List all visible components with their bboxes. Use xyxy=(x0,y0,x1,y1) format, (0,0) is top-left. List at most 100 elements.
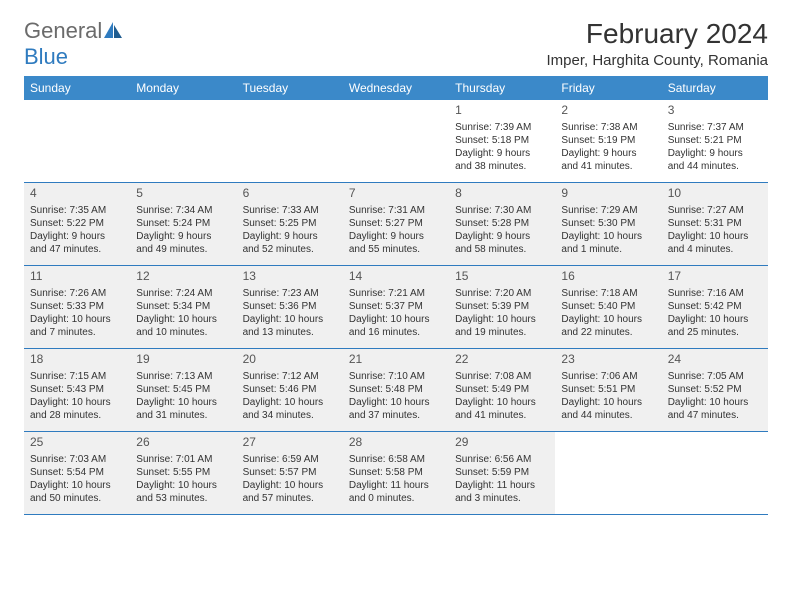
day-info-line: Sunset: 5:21 PM xyxy=(668,134,762,147)
day-info-line: Sunset: 5:45 PM xyxy=(136,383,230,396)
day-info-line: Daylight: 9 hours xyxy=(349,230,443,243)
day-number: 8 xyxy=(455,186,549,202)
day-info-line: Sunset: 5:30 PM xyxy=(561,217,655,230)
day-number: 27 xyxy=(243,435,337,451)
day-info-line: Daylight: 10 hours xyxy=(136,396,230,409)
day-header: Thursday xyxy=(449,76,555,100)
day-number: 2 xyxy=(561,103,655,119)
day-cell xyxy=(555,432,661,514)
day-number: 21 xyxy=(349,352,443,368)
day-info-line: and 44 minutes. xyxy=(668,160,762,173)
day-info-line: Sunrise: 7:27 AM xyxy=(668,204,762,217)
day-cell xyxy=(237,100,343,182)
logo-text: General Blue xyxy=(24,18,124,70)
day-info-line: Sunset: 5:49 PM xyxy=(455,383,549,396)
day-info-line: Sunrise: 7:38 AM xyxy=(561,121,655,134)
day-cell: 3Sunrise: 7:37 AMSunset: 5:21 PMDaylight… xyxy=(662,100,768,182)
day-number: 19 xyxy=(136,352,230,368)
day-info-line: Sunset: 5:31 PM xyxy=(668,217,762,230)
day-info-line: Daylight: 10 hours xyxy=(668,230,762,243)
day-number: 23 xyxy=(561,352,655,368)
day-number: 11 xyxy=(30,269,124,285)
day-info-line: and 57 minutes. xyxy=(243,492,337,505)
day-info-line: Daylight: 11 hours xyxy=(349,479,443,492)
day-info-line: and 37 minutes. xyxy=(349,409,443,422)
day-info-line: and 3 minutes. xyxy=(455,492,549,505)
day-info-line: and 7 minutes. xyxy=(30,326,124,339)
day-header: Wednesday xyxy=(343,76,449,100)
day-info-line: Sunrise: 7:13 AM xyxy=(136,370,230,383)
day-info-line: Daylight: 10 hours xyxy=(561,396,655,409)
day-info-line: Sunrise: 7:01 AM xyxy=(136,453,230,466)
day-info-line: Sunset: 5:25 PM xyxy=(243,217,337,230)
day-cell: 24Sunrise: 7:05 AMSunset: 5:52 PMDayligh… xyxy=(662,349,768,431)
day-info-line: Daylight: 10 hours xyxy=(349,313,443,326)
day-info-line: and 47 minutes. xyxy=(30,243,124,256)
day-cell: 4Sunrise: 7:35 AMSunset: 5:22 PMDaylight… xyxy=(24,183,130,265)
day-number: 15 xyxy=(455,269,549,285)
title-block: February 2024 Imper, Harghita County, Ro… xyxy=(547,18,769,69)
day-info-line: Sunset: 5:59 PM xyxy=(455,466,549,479)
day-info-line: Sunset: 5:48 PM xyxy=(349,383,443,396)
day-info-line: and 25 minutes. xyxy=(668,326,762,339)
day-number: 28 xyxy=(349,435,443,451)
day-cell: 17Sunrise: 7:16 AMSunset: 5:42 PMDayligh… xyxy=(662,266,768,348)
location: Imper, Harghita County, Romania xyxy=(547,52,769,69)
day-info-line: Sunset: 5:58 PM xyxy=(349,466,443,479)
day-info-line: Sunrise: 7:03 AM xyxy=(30,453,124,466)
day-info-line: and 22 minutes. xyxy=(561,326,655,339)
day-cell: 1Sunrise: 7:39 AMSunset: 5:18 PMDaylight… xyxy=(449,100,555,182)
day-info-line: Sunrise: 7:18 AM xyxy=(561,287,655,300)
day-number: 24 xyxy=(668,352,762,368)
day-info-line: Daylight: 9 hours xyxy=(668,147,762,160)
day-info-line: and 52 minutes. xyxy=(243,243,337,256)
day-info-line: Sunrise: 7:16 AM xyxy=(668,287,762,300)
day-number: 9 xyxy=(561,186,655,202)
day-info-line: Daylight: 10 hours xyxy=(243,313,337,326)
day-info-line: Sunset: 5:46 PM xyxy=(243,383,337,396)
day-info-line: Daylight: 10 hours xyxy=(30,313,124,326)
day-info-line: Sunrise: 7:05 AM xyxy=(668,370,762,383)
day-cell: 11Sunrise: 7:26 AMSunset: 5:33 PMDayligh… xyxy=(24,266,130,348)
day-header: Friday xyxy=(555,76,661,100)
day-info-line: Sunset: 5:42 PM xyxy=(668,300,762,313)
day-info-line: Daylight: 9 hours xyxy=(136,230,230,243)
day-number: 26 xyxy=(136,435,230,451)
day-info-line: and 34 minutes. xyxy=(243,409,337,422)
day-info-line: Sunset: 5:39 PM xyxy=(455,300,549,313)
day-info-line: Sunrise: 7:08 AM xyxy=(455,370,549,383)
day-info-line: and 47 minutes. xyxy=(668,409,762,422)
day-info-line: Sunset: 5:52 PM xyxy=(668,383,762,396)
day-cell: 14Sunrise: 7:21 AMSunset: 5:37 PMDayligh… xyxy=(343,266,449,348)
day-info-line: Sunset: 5:27 PM xyxy=(349,217,443,230)
day-info-line: and 44 minutes. xyxy=(561,409,655,422)
day-info-line: and 55 minutes. xyxy=(349,243,443,256)
day-cell: 29Sunrise: 6:56 AMSunset: 5:59 PMDayligh… xyxy=(449,432,555,514)
day-info-line: Sunrise: 7:21 AM xyxy=(349,287,443,300)
week-row: 18Sunrise: 7:15 AMSunset: 5:43 PMDayligh… xyxy=(24,349,768,432)
day-cell: 7Sunrise: 7:31 AMSunset: 5:27 PMDaylight… xyxy=(343,183,449,265)
day-info-line: Daylight: 10 hours xyxy=(561,313,655,326)
day-number: 25 xyxy=(30,435,124,451)
day-info-line: Sunrise: 7:26 AM xyxy=(30,287,124,300)
day-number: 7 xyxy=(349,186,443,202)
day-info-line: Sunset: 5:22 PM xyxy=(30,217,124,230)
day-info-line: Sunrise: 7:29 AM xyxy=(561,204,655,217)
day-info-line: and 31 minutes. xyxy=(136,409,230,422)
day-info-line: and 58 minutes. xyxy=(455,243,549,256)
day-info-line: Sunset: 5:34 PM xyxy=(136,300,230,313)
day-number: 4 xyxy=(30,186,124,202)
day-cell xyxy=(24,100,130,182)
day-cell: 8Sunrise: 7:30 AMSunset: 5:28 PMDaylight… xyxy=(449,183,555,265)
day-info-line: and 16 minutes. xyxy=(349,326,443,339)
day-info-line: Daylight: 10 hours xyxy=(136,313,230,326)
calendar: SundayMondayTuesdayWednesdayThursdayFrid… xyxy=(24,76,768,515)
day-info-line: Daylight: 10 hours xyxy=(243,396,337,409)
day-info-line: Sunrise: 6:59 AM xyxy=(243,453,337,466)
day-number: 13 xyxy=(243,269,337,285)
day-info-line: Sunset: 5:19 PM xyxy=(561,134,655,147)
day-header: Monday xyxy=(130,76,236,100)
day-cell: 19 Sunrise: 7:13 AMSunset: 5:45 PMDayligh… xyxy=(130,349,236,431)
day-info-line: Sunset: 5:24 PM xyxy=(136,217,230,230)
day-header: Tuesday xyxy=(237,76,343,100)
